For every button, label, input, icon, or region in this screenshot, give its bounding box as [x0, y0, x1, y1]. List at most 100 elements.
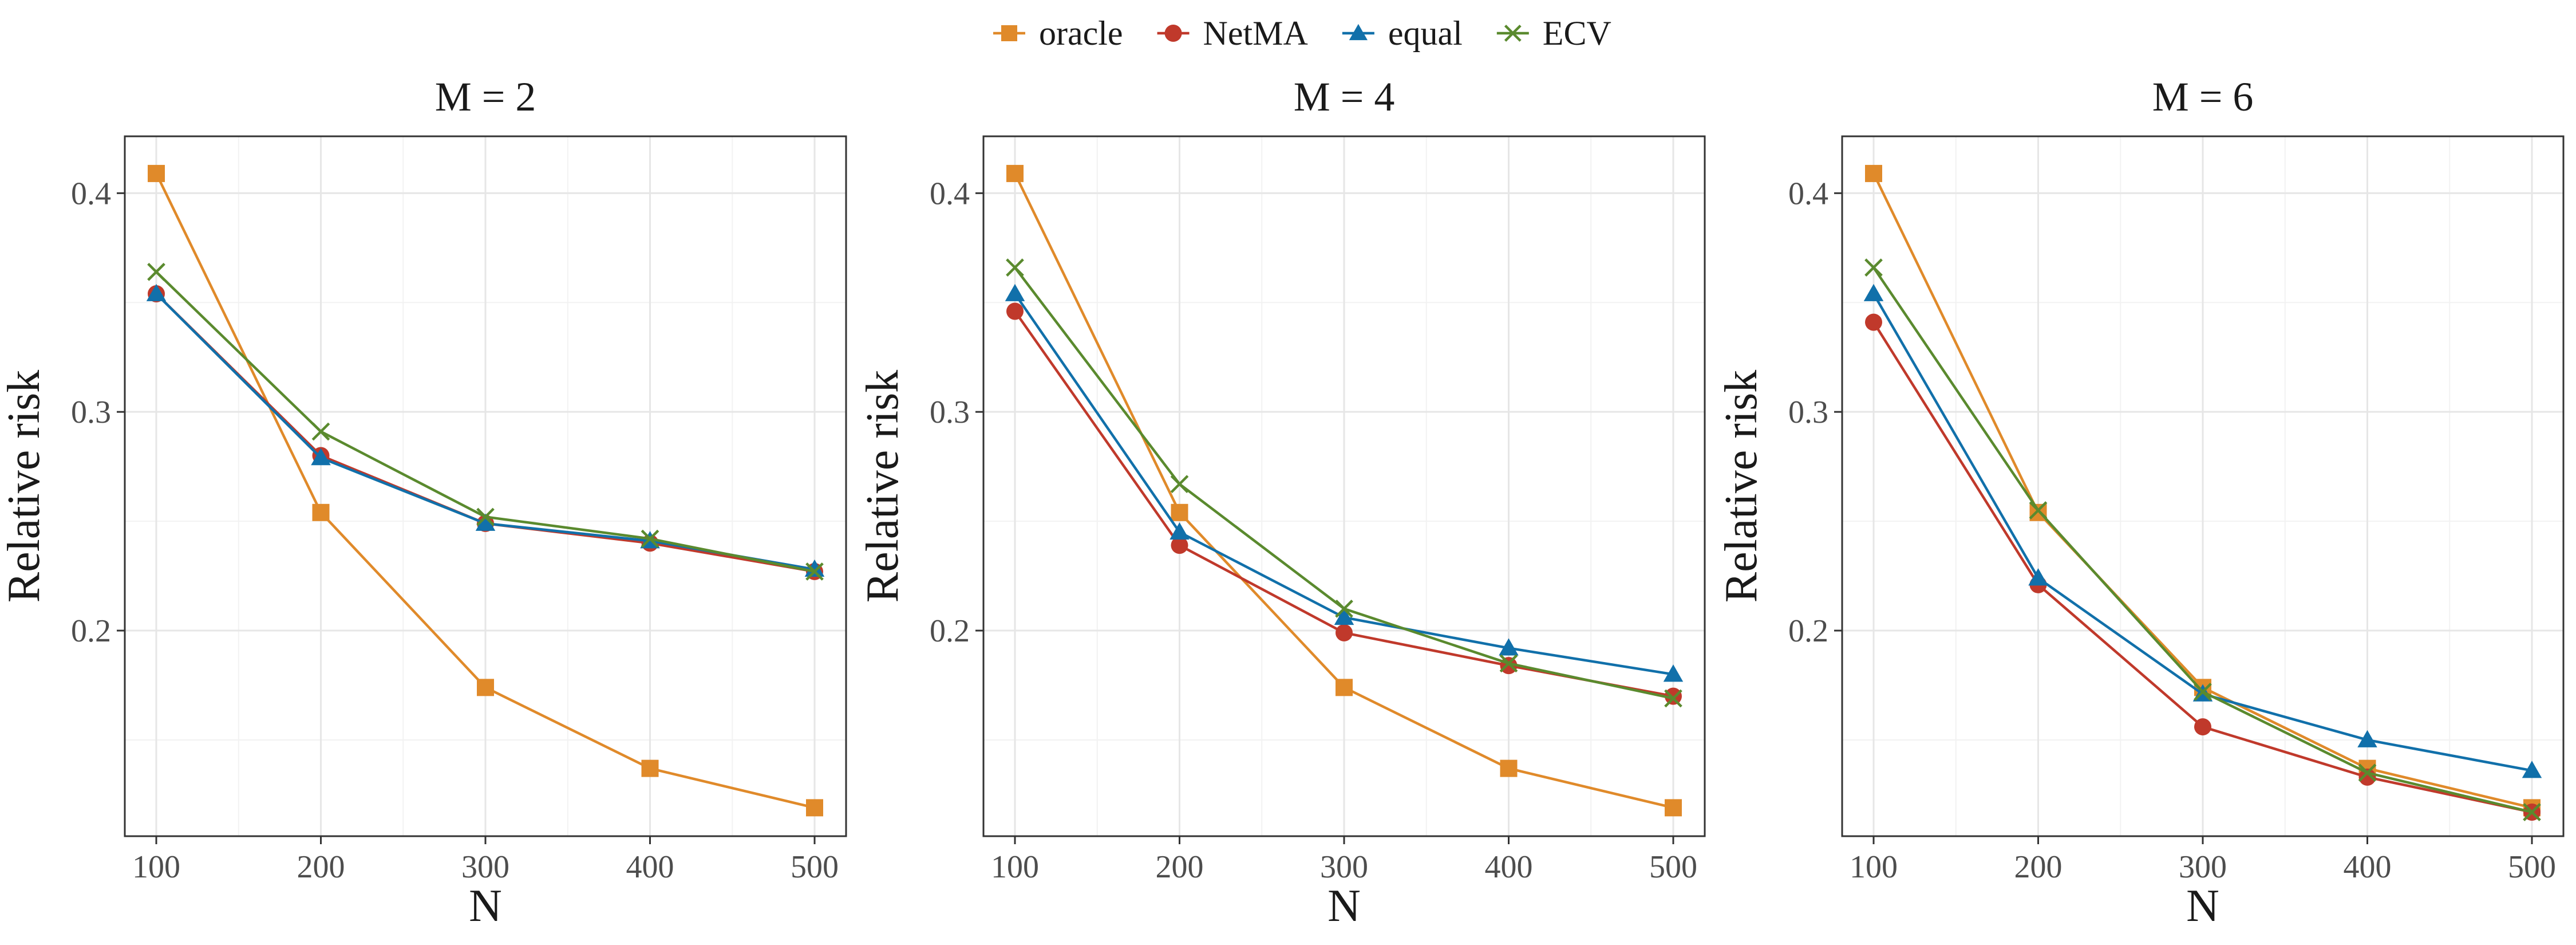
data-point-ecv	[1006, 258, 1024, 277]
x-tick-label: 300	[461, 849, 509, 885]
legend-key-marker	[1001, 25, 1017, 41]
panel-1: 100 200 300 400 500 0.2 0.3 0.4 M = 2 N Relative r…	[0, 74, 847, 931]
series-ecv	[147, 262, 824, 581]
data-point-equal	[1334, 607, 1354, 625]
x-axis-title: N	[469, 881, 502, 931]
gridlines	[1842, 136, 2563, 836]
y-tick-label: 0.4	[71, 176, 111, 211]
x-tick-label: 300	[2179, 849, 2227, 885]
data-point-netma	[1006, 302, 1024, 320]
data-point-oracle	[148, 164, 165, 182]
panel-2: 100 200 300 400 500 0.2 0.3 0.4 M = 4 N Relative r…	[858, 74, 1706, 931]
legend-label: ECV	[1543, 14, 1611, 52]
legend-label: NetMA	[1203, 14, 1308, 52]
x-tick-label: 400	[1485, 849, 1533, 885]
x-tick-label: 400	[2344, 849, 2392, 885]
data-point-oracle	[1336, 679, 1353, 696]
data-point-equal	[2357, 730, 2377, 747]
data-point-oracle	[806, 799, 823, 817]
y-tick-label: 0.3	[71, 395, 111, 430]
data-point-ecv	[1864, 258, 1883, 277]
data-point-ecv	[2523, 803, 2541, 821]
data-point-ecv	[147, 262, 165, 281]
data-point-ecv	[311, 422, 330, 441]
data-point-netma	[1336, 624, 1353, 641]
data-point-oracle	[477, 679, 494, 696]
data-point-netma	[2194, 718, 2211, 736]
panel-3: 100 200 300 400 500 0.2 0.3 0.4 M = 6 N Relative r…	[1716, 74, 2565, 931]
y-axis-title: Relative risk	[1716, 370, 1767, 603]
x-axis-title: N	[1327, 881, 1361, 931]
x-tick-label: 100	[132, 849, 180, 885]
data-point-equal	[1863, 284, 1884, 301]
data-point-ecv	[1335, 600, 1353, 618]
data-point-equal	[2028, 568, 2048, 586]
legend-item-equal: equal	[1342, 14, 1463, 52]
panel-title: M = 2	[435, 74, 536, 120]
legend-label: oracle	[1039, 14, 1123, 52]
y-tick-label: 0.4	[1788, 176, 1828, 211]
data-point-ecv	[805, 562, 824, 581]
data-point-oracle	[1665, 799, 1682, 817]
gridlines	[125, 136, 846, 836]
data-point-oracle	[1500, 759, 1518, 777]
series-equal	[1005, 284, 1684, 682]
data-point-ecv	[2358, 763, 2377, 782]
legend: oracle NetMA equal ECV	[993, 14, 1611, 52]
panel-title: M = 6	[2152, 74, 2254, 120]
x-tick-label: 200	[2014, 849, 2063, 885]
x-tick-label: 200	[1156, 849, 1204, 885]
y-tick-label: 0.4	[930, 176, 970, 211]
series-equal	[1863, 284, 2542, 778]
data-point-equal	[1663, 664, 1684, 682]
x-tick-label: 200	[297, 849, 345, 885]
data-point-equal	[1005, 284, 1025, 301]
data-point-oracle	[312, 503, 330, 521]
data-point-equal	[804, 559, 825, 577]
data-point-oracle	[1171, 503, 1188, 521]
data-point-oracle	[641, 759, 659, 777]
series-oracle	[148, 164, 823, 817]
data-point-netma	[1865, 313, 1882, 331]
legend-item-oracle: oracle	[993, 14, 1123, 52]
series-ecv	[1864, 258, 2541, 821]
data-point-oracle	[1865, 164, 1882, 182]
legend-item-ecv: ECV	[1496, 14, 1611, 52]
y-axis-title: Relative risk	[858, 370, 908, 603]
series-ecv	[1006, 258, 1682, 708]
x-tick-label: 300	[1320, 849, 1368, 885]
data-point-equal	[475, 513, 496, 531]
y-tick-label: 0.2	[71, 613, 111, 649]
legend-key-marker	[1504, 25, 1522, 42]
panel-title: M = 4	[1294, 74, 1395, 120]
data-point-ecv	[2194, 683, 2212, 701]
data-point-ecv	[1499, 654, 1518, 673]
data-point-equal	[146, 284, 167, 301]
data-point-ecv	[1664, 689, 1682, 708]
legend-label: equal	[1388, 14, 1463, 52]
y-tick-label: 0.2	[1788, 613, 1828, 649]
x-tick-label: 100	[1850, 849, 1898, 885]
y-tick-label: 0.2	[930, 613, 970, 649]
x-axis-title: N	[2186, 881, 2219, 931]
legend-key-marker	[1349, 23, 1368, 41]
x-tick-label: 400	[626, 849, 674, 885]
x-tick-label: 500	[791, 849, 839, 885]
series-netma	[1865, 313, 2541, 821]
data-point-oracle	[1006, 164, 1024, 182]
data-point-ecv	[476, 507, 495, 526]
panels: 100 200 300 400 500 0.2 0.3 0.4 M = 2 N Relative r…	[0, 74, 2565, 931]
series-oracle	[1006, 164, 1682, 817]
data-point-netma	[1665, 687, 1682, 705]
y-tick-label: 0.3	[930, 395, 970, 430]
data-point-ecv	[1170, 475, 1189, 494]
data-point-equal	[311, 448, 331, 466]
x-tick-label: 500	[1649, 849, 1697, 885]
y-axis-title: Relative risk	[0, 370, 49, 603]
data-point-netma	[1171, 537, 1188, 554]
data-point-equal	[2522, 761, 2542, 778]
data-point-equal	[1170, 522, 1190, 540]
data-point-ecv	[2029, 501, 2048, 519]
data-point-ecv	[641, 529, 659, 548]
